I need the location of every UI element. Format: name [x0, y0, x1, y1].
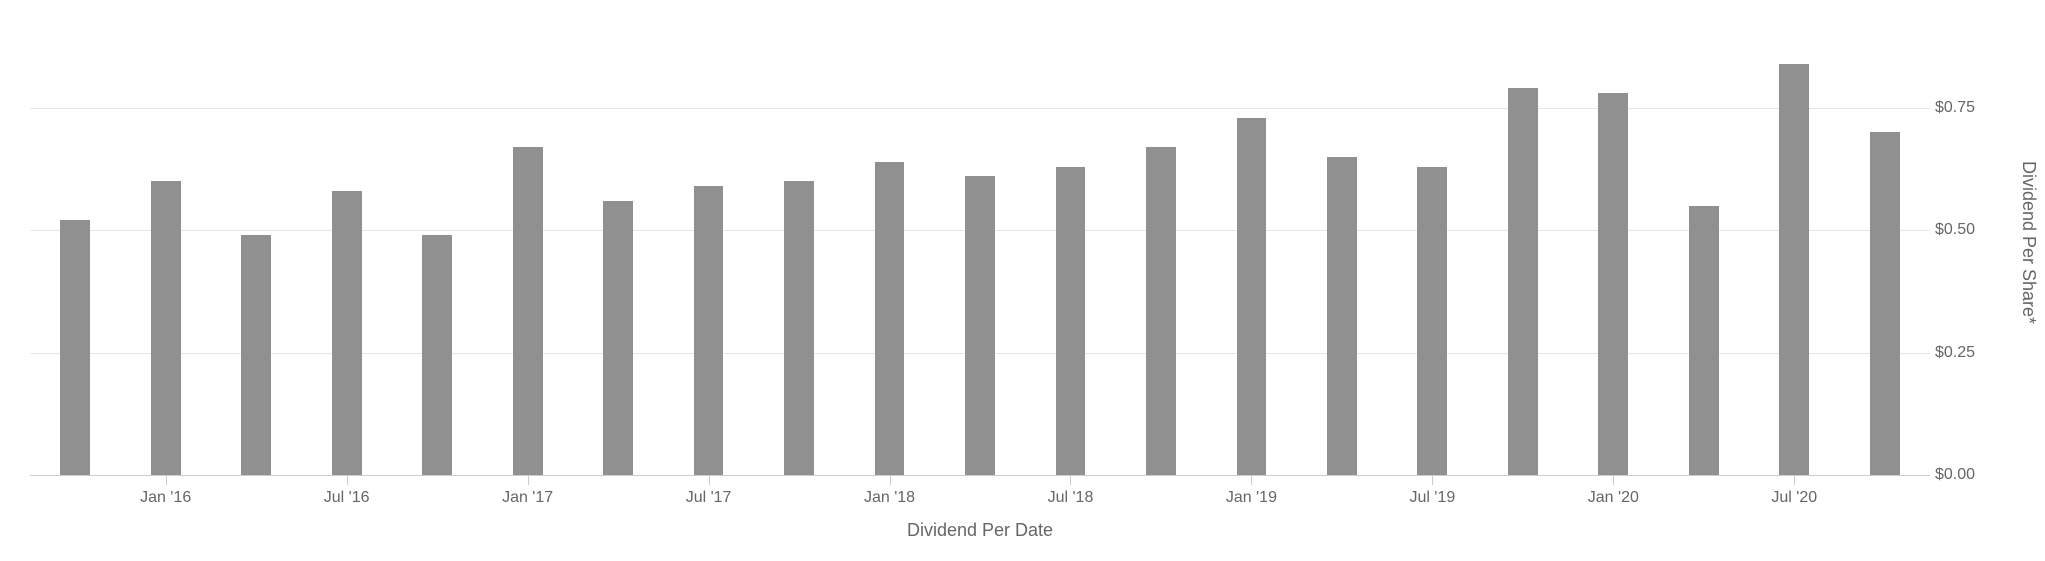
x-tick-label: Jul '19	[1410, 489, 1456, 507]
bar	[1327, 157, 1357, 475]
bar	[1870, 132, 1900, 475]
x-tick-mark	[1251, 475, 1252, 485]
y-tick-label: $0.00	[1935, 466, 1975, 484]
x-tick-label: Jul '20	[1771, 489, 1817, 507]
bar	[151, 181, 181, 475]
bar	[1056, 167, 1086, 475]
x-tick-mark	[347, 475, 348, 485]
bar	[965, 176, 995, 475]
plot-area	[30, 10, 1930, 475]
x-tick-label: Jan '17	[502, 489, 553, 507]
bar	[332, 191, 362, 475]
x-axis-title: Dividend Per Date	[30, 520, 1930, 541]
x-tick-label: Jan '16	[140, 489, 191, 507]
y-tick-label: $0.50	[1935, 221, 1975, 239]
bar	[1779, 64, 1809, 475]
bar	[1146, 147, 1176, 475]
bar	[875, 162, 905, 475]
x-tick-label: Jan '19	[1226, 489, 1277, 507]
bar	[1237, 118, 1267, 475]
x-tick-label: Jul '18	[1048, 489, 1094, 507]
x-tick-mark	[890, 475, 891, 485]
y-tick-label: $0.75	[1935, 99, 1975, 117]
bar	[513, 147, 543, 475]
bar	[1508, 88, 1538, 475]
x-tick-mark	[1794, 475, 1795, 485]
x-axis-title-text: Dividend Per Date	[907, 520, 1053, 540]
bars-group	[30, 10, 1930, 475]
y-axis-title-text: Dividend Per Share*	[2019, 161, 2040, 324]
x-tick-label: Jan '18	[864, 489, 915, 507]
x-tick-mark	[166, 475, 167, 485]
bar	[603, 201, 633, 475]
bar	[1417, 167, 1447, 475]
x-axis-ticks: Jan '16 Jul '16 Jan '17 Jul '17 Jan '18 Jul '…	[30, 475, 1930, 505]
x-tick-mark	[1613, 475, 1614, 485]
bar	[1689, 206, 1719, 475]
bar	[1598, 93, 1628, 475]
x-tick-mark	[709, 475, 710, 485]
y-tick-label: $0.25	[1935, 344, 1975, 362]
x-tick-mark	[1070, 475, 1071, 485]
x-tick-mark	[528, 475, 529, 485]
bar	[422, 235, 452, 475]
y-axis-title: Dividend Per Share*	[2017, 10, 2041, 475]
y-axis-ticks: $0.00$0.25$0.50$0.75	[1935, 10, 2015, 475]
x-tick-label: Jul '17	[686, 489, 732, 507]
x-tick-label: Jan '20	[1588, 489, 1639, 507]
x-tick-label: Jul '16	[324, 489, 370, 507]
x-tick-mark	[1432, 475, 1433, 485]
dividend-chart: Jan '16 Jul '16 Jan '17 Jul '17 Jan '18 Jul '…	[0, 0, 2045, 561]
bar	[694, 186, 724, 475]
bar	[241, 235, 271, 475]
bar	[60, 220, 90, 475]
bar	[784, 181, 814, 475]
